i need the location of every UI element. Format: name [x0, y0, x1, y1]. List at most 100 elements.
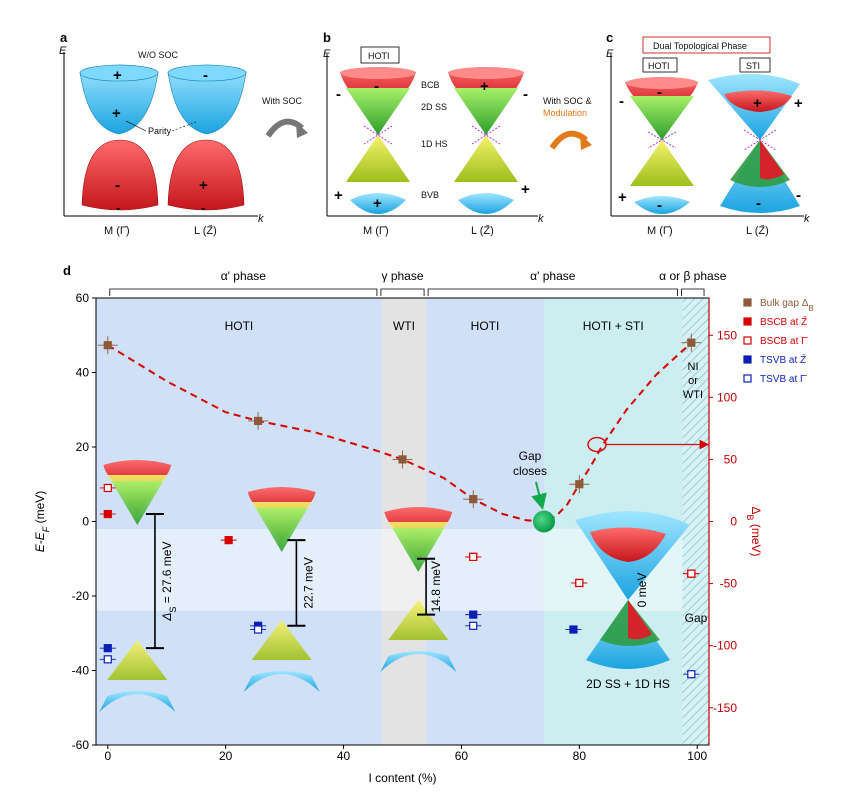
phase-label: α' phase [530, 269, 576, 283]
parity-sign: + [480, 78, 489, 95]
panel-b-phase-box [360, 46, 400, 64]
region-label: HOTI + STI [583, 319, 644, 333]
data-point [224, 536, 233, 545]
panel-c-y-axis-label: E [606, 48, 614, 60]
parity-sign: + [373, 195, 382, 212]
band-cartoon-sti [628, 600, 652, 640]
panel-a-title: W/O SOC [138, 50, 178, 60]
gap-value-label: 22.7 meV [301, 557, 315, 608]
data-point [469, 495, 478, 504]
panel-b: b E k HOTI BCB 2D SS 1D HS BVB - - + [323, 30, 592, 237]
parity-sign: + [334, 187, 343, 204]
parity-sign: - [523, 86, 528, 103]
panel-c-letter: c [606, 30, 613, 45]
gap-value-label: 0 meV [635, 573, 649, 608]
parity-sign: - [374, 78, 379, 95]
y2-tick-label: 150 [717, 328, 737, 342]
panel-c-x-label-l: L (Z̄) [746, 224, 769, 237]
panel-d-letter: d [63, 263, 71, 278]
gap-close-label: Gap [519, 449, 542, 463]
parity-sign: - [619, 93, 624, 110]
surface-states-label: 2D SS + 1D HS [586, 677, 670, 691]
band-cartoon [99, 691, 176, 712]
y2-tick-label: -100 [713, 639, 737, 653]
panel-c-x-axis-label: k [804, 213, 810, 225]
y2-tick-label: 100 [717, 390, 737, 404]
gap-close-arrow [531, 481, 547, 510]
x-tick-label: 20 [219, 749, 233, 763]
parity-sign: + [521, 181, 530, 198]
y-tick-label: 60 [76, 291, 90, 305]
legend-marker [743, 374, 752, 383]
data-point [469, 610, 478, 619]
x-axis-label: I content (%) [368, 771, 436, 785]
band-cartoon [255, 508, 308, 552]
region-label: HOTI [471, 319, 500, 333]
data-point [398, 455, 407, 464]
y-tick-label: 20 [76, 440, 90, 454]
parity-sign: - [657, 84, 662, 101]
panel-c-phase-box [642, 36, 771, 54]
panel-b-x-axis-label: k [538, 213, 544, 225]
data-point [687, 670, 696, 679]
phase-bracket [109, 288, 378, 296]
y-tick-label: -20 [72, 589, 90, 603]
x-tick-label: 80 [573, 749, 587, 763]
panel-a-parity-label: Parity [148, 126, 172, 136]
band-cartoon [392, 528, 445, 572]
parity-sign: + [113, 67, 122, 84]
panel-c-band-m [625, 77, 698, 214]
panel-a-x-label-m: M (Γ̄) [104, 225, 130, 237]
parity-sign: + [794, 95, 803, 112]
data-point [469, 621, 478, 630]
x-tick-label: 0 [104, 749, 111, 763]
legend-label: BSCB at Z̄ [760, 315, 807, 328]
data-point [687, 338, 696, 347]
phase-bracket [380, 288, 425, 296]
data-point [687, 569, 696, 578]
y-tick-label: 40 [76, 366, 90, 380]
bulk-gap-fit-curve [107, 341, 692, 523]
data-point [103, 644, 112, 653]
panel-b-x-label-l: L (Z̄) [471, 224, 494, 237]
data-point [575, 480, 584, 489]
ni-label: WTI [683, 389, 703, 401]
data-point [253, 416, 263, 426]
panel-c-sti-label: STI [746, 61, 760, 71]
data-point [253, 625, 263, 634]
modulation-label: Modulation [543, 108, 587, 118]
2dss-label: 2D SS [421, 102, 447, 112]
y-tick-label: -60 [72, 738, 90, 752]
panel-a-red-band-m [81, 139, 159, 211]
legend-label: BSCB at Γ̄ [760, 336, 809, 347]
band-cartoon [380, 651, 457, 672]
1dhs-label: 1D HS [421, 139, 448, 149]
x-tick-label: 60 [455, 749, 469, 763]
data-point [575, 578, 584, 588]
legend-label: TSVB at Z̄ [760, 353, 806, 366]
panel-b-letter: b [323, 30, 331, 45]
region-label: WTI [393, 319, 415, 333]
data-point [569, 625, 578, 634]
parity-sign: + [618, 189, 627, 206]
panel-c: c E k Dual Topological Phase HOTI STI - … [606, 30, 810, 237]
phase-label: α or β phase [659, 269, 727, 283]
y2-tick-label: -50 [720, 577, 738, 591]
band-cartoon [107, 640, 168, 680]
phase-bracket [427, 288, 678, 296]
ni-label: NI [688, 361, 699, 373]
panel-a-red-band-l [167, 139, 245, 211]
panel-b-band-l [448, 67, 524, 214]
legend-marker [743, 336, 752, 345]
parity-sign: - [336, 86, 341, 103]
parity-sign: - [115, 177, 120, 194]
parity-sign: - [657, 197, 662, 214]
gap-close-label: closes [513, 464, 547, 478]
data-point [103, 483, 112, 493]
region-label: HOTI [225, 319, 254, 333]
parity-sign: - [796, 187, 801, 204]
band-cartoon [243, 671, 320, 692]
y2-tick-label: 50 [724, 452, 738, 466]
phase-bracket [681, 288, 705, 296]
parity-sign: - [203, 67, 208, 84]
